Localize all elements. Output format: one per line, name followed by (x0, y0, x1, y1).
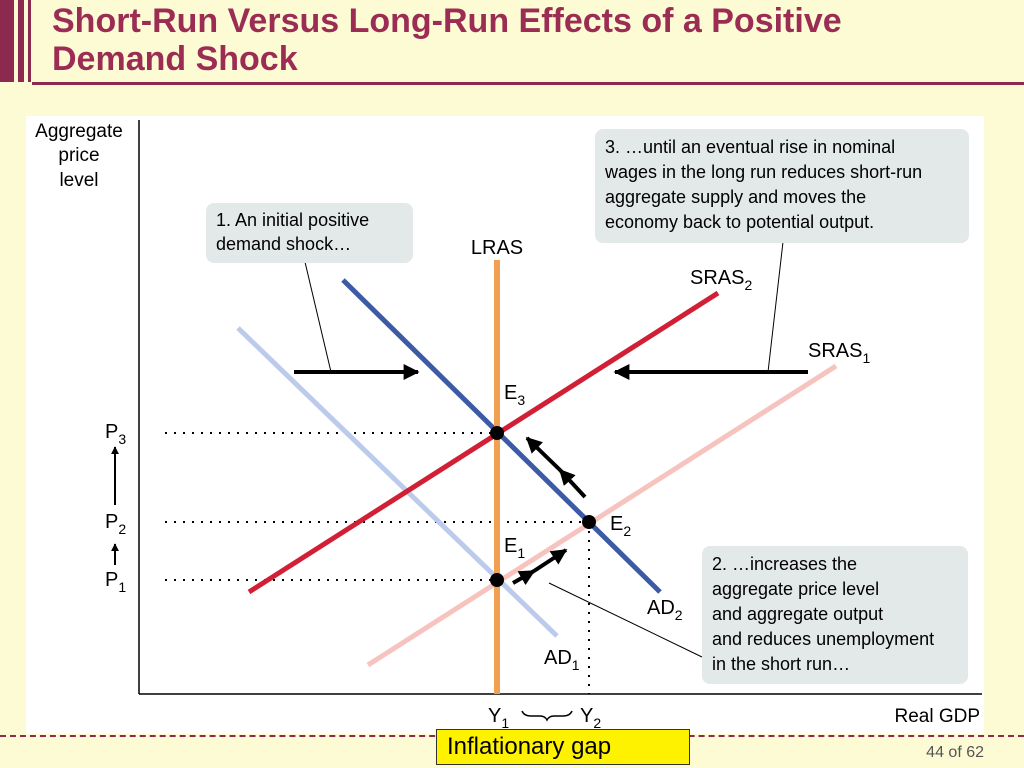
slide-title-line-1: Short-Run Versus Long-Run Effects of a P… (52, 2, 842, 40)
lras-label: LRAS (471, 237, 523, 259)
e3-point (490, 426, 504, 440)
p1-label: P1 (105, 569, 126, 595)
ad1-label: AD1 (544, 647, 580, 673)
page-number: 44 of 62 (926, 744, 984, 761)
p2-label: P2 (105, 511, 126, 537)
y-axis-label-line-1: Aggregate (35, 121, 123, 142)
e2-label: E2 (610, 513, 631, 539)
ad2-label: AD2 (647, 597, 683, 623)
callout-2-leader (548, 582, 703, 658)
movement-arrow-e2-e3 (525, 436, 562, 472)
callout-2-line-2: aggregate price level (712, 579, 879, 599)
diagram-svg: Aggregate price level Real GDP LRAS (35, 120, 982, 731)
callout-2-line-1: 2. …increases the (712, 554, 857, 574)
callout-3-line-3: aggregate supply and moves the (605, 187, 866, 207)
gap-brace (521, 710, 573, 722)
callout-1-line-1: 1. An initial positive (216, 210, 369, 230)
callout-2-line-5: in the short run… (712, 654, 850, 674)
e1-label: E1 (504, 535, 525, 561)
title-accent-bar (0, 0, 14, 82)
e3-label: E3 (504, 382, 525, 408)
callout-2-line-3: and aggregate output (712, 604, 883, 624)
title-accent-bar (18, 0, 24, 82)
callout-3-line-2: wages in the long run reduces short-run (604, 162, 922, 182)
sras2-label: SRAS2 (690, 267, 752, 293)
y-axis-label-line-3: level (59, 170, 98, 191)
sras1-curve (366, 363, 838, 668)
movement-arrow-e2-e3 (558, 468, 587, 499)
callout-3-line-1: 3. …until an eventual rise in nominal (605, 137, 895, 157)
e1-point (490, 573, 504, 587)
callout-3-leader (767, 241, 784, 373)
slide-title-line-2: Demand Shock (52, 40, 298, 78)
y2-label: Y2 (580, 705, 601, 731)
callout-1-box (206, 203, 413, 263)
sras1-label: SRAS1 (808, 340, 870, 366)
callout-1-leader (304, 261, 332, 373)
e2-point (582, 515, 596, 529)
slide-title: Short-Run Versus Long-Run Effects of a P… (52, 2, 1012, 78)
callout-3-box (595, 129, 969, 243)
callout-2-box (702, 546, 968, 684)
p3-label: P3 (105, 421, 126, 447)
ad1-curve (236, 326, 559, 638)
title-underline (32, 82, 1024, 85)
movement-arrow-e1-e2 (512, 569, 536, 586)
movement-arrow-e1-e2 (532, 548, 568, 573)
y1-label: Y1 (488, 705, 509, 731)
sras2-curve (247, 290, 720, 595)
title-accent-bar (28, 0, 31, 82)
economics-diagram: Aggregate price level Real GDP LRAS (26, 116, 984, 734)
x-axis-label: Real GDP (894, 706, 980, 727)
callout-1-line-2: demand shock… (216, 234, 351, 254)
callout-3-line-4: economy back to potential output. (605, 212, 874, 232)
callout-2-line-4: and reduces unemployment (712, 629, 934, 649)
inflationary-gap-label: Inflationary gap (436, 729, 690, 765)
y-axis-label-line-2: price (58, 145, 99, 166)
